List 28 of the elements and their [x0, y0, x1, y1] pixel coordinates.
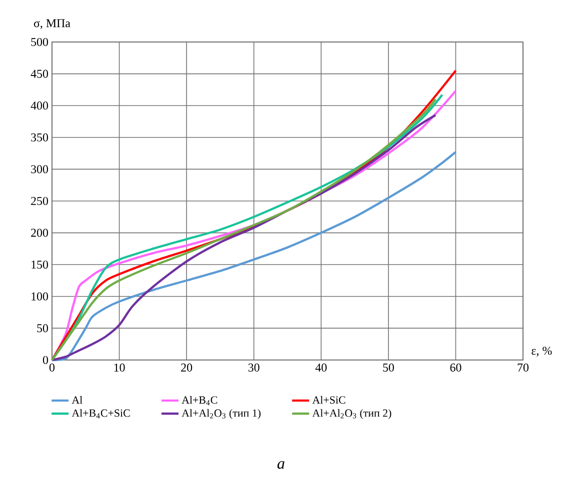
x-tick-label: 20	[181, 364, 192, 372]
x-tick-label: 70	[518, 364, 529, 372]
x-tick-label: 30	[248, 364, 260, 372]
x-axis-title: ε, %	[532, 346, 552, 356]
y-tick-label: 450	[30, 70, 48, 78]
x-tick-label: 60	[450, 364, 462, 372]
legend-label: Al+Al$_{2}$O$_{3}$ (тип 2)	[312, 409, 392, 419]
y-tick-label: 200	[31, 228, 48, 237]
y-tick-label: 0	[42, 356, 48, 364]
x-tick-label: 40	[315, 364, 327, 372]
legend-label: Al	[72, 396, 82, 404]
y-tick-label: 400	[30, 102, 48, 110]
legend-label: Al+B$_{4}$C	[182, 396, 218, 406]
y-tick-label: 100	[32, 292, 48, 300]
x-tick-label: 0	[49, 364, 55, 372]
y-axis-title: σ, МПа	[34, 19, 70, 29]
x-tick-label: 50	[383, 364, 394, 372]
y-tick-label: 500	[31, 38, 48, 46]
y-tick-label: 50	[37, 324, 48, 332]
y-tick-label: 350	[31, 133, 48, 142]
y-tick-label: 250	[31, 196, 48, 206]
y-tick-label: 150	[32, 260, 48, 269]
text: a	[277, 461, 284, 469]
y-tick-label: 300	[31, 165, 48, 174]
legend-label: Al+SiC	[312, 396, 346, 404]
legend-label: Al+Al$_{2}$O$_{3}$ (тип 1)	[182, 409, 261, 419]
legend-label: Al+B$_{4}$C+SiC	[72, 409, 130, 418]
x-tick-label: 10	[114, 364, 125, 372]
